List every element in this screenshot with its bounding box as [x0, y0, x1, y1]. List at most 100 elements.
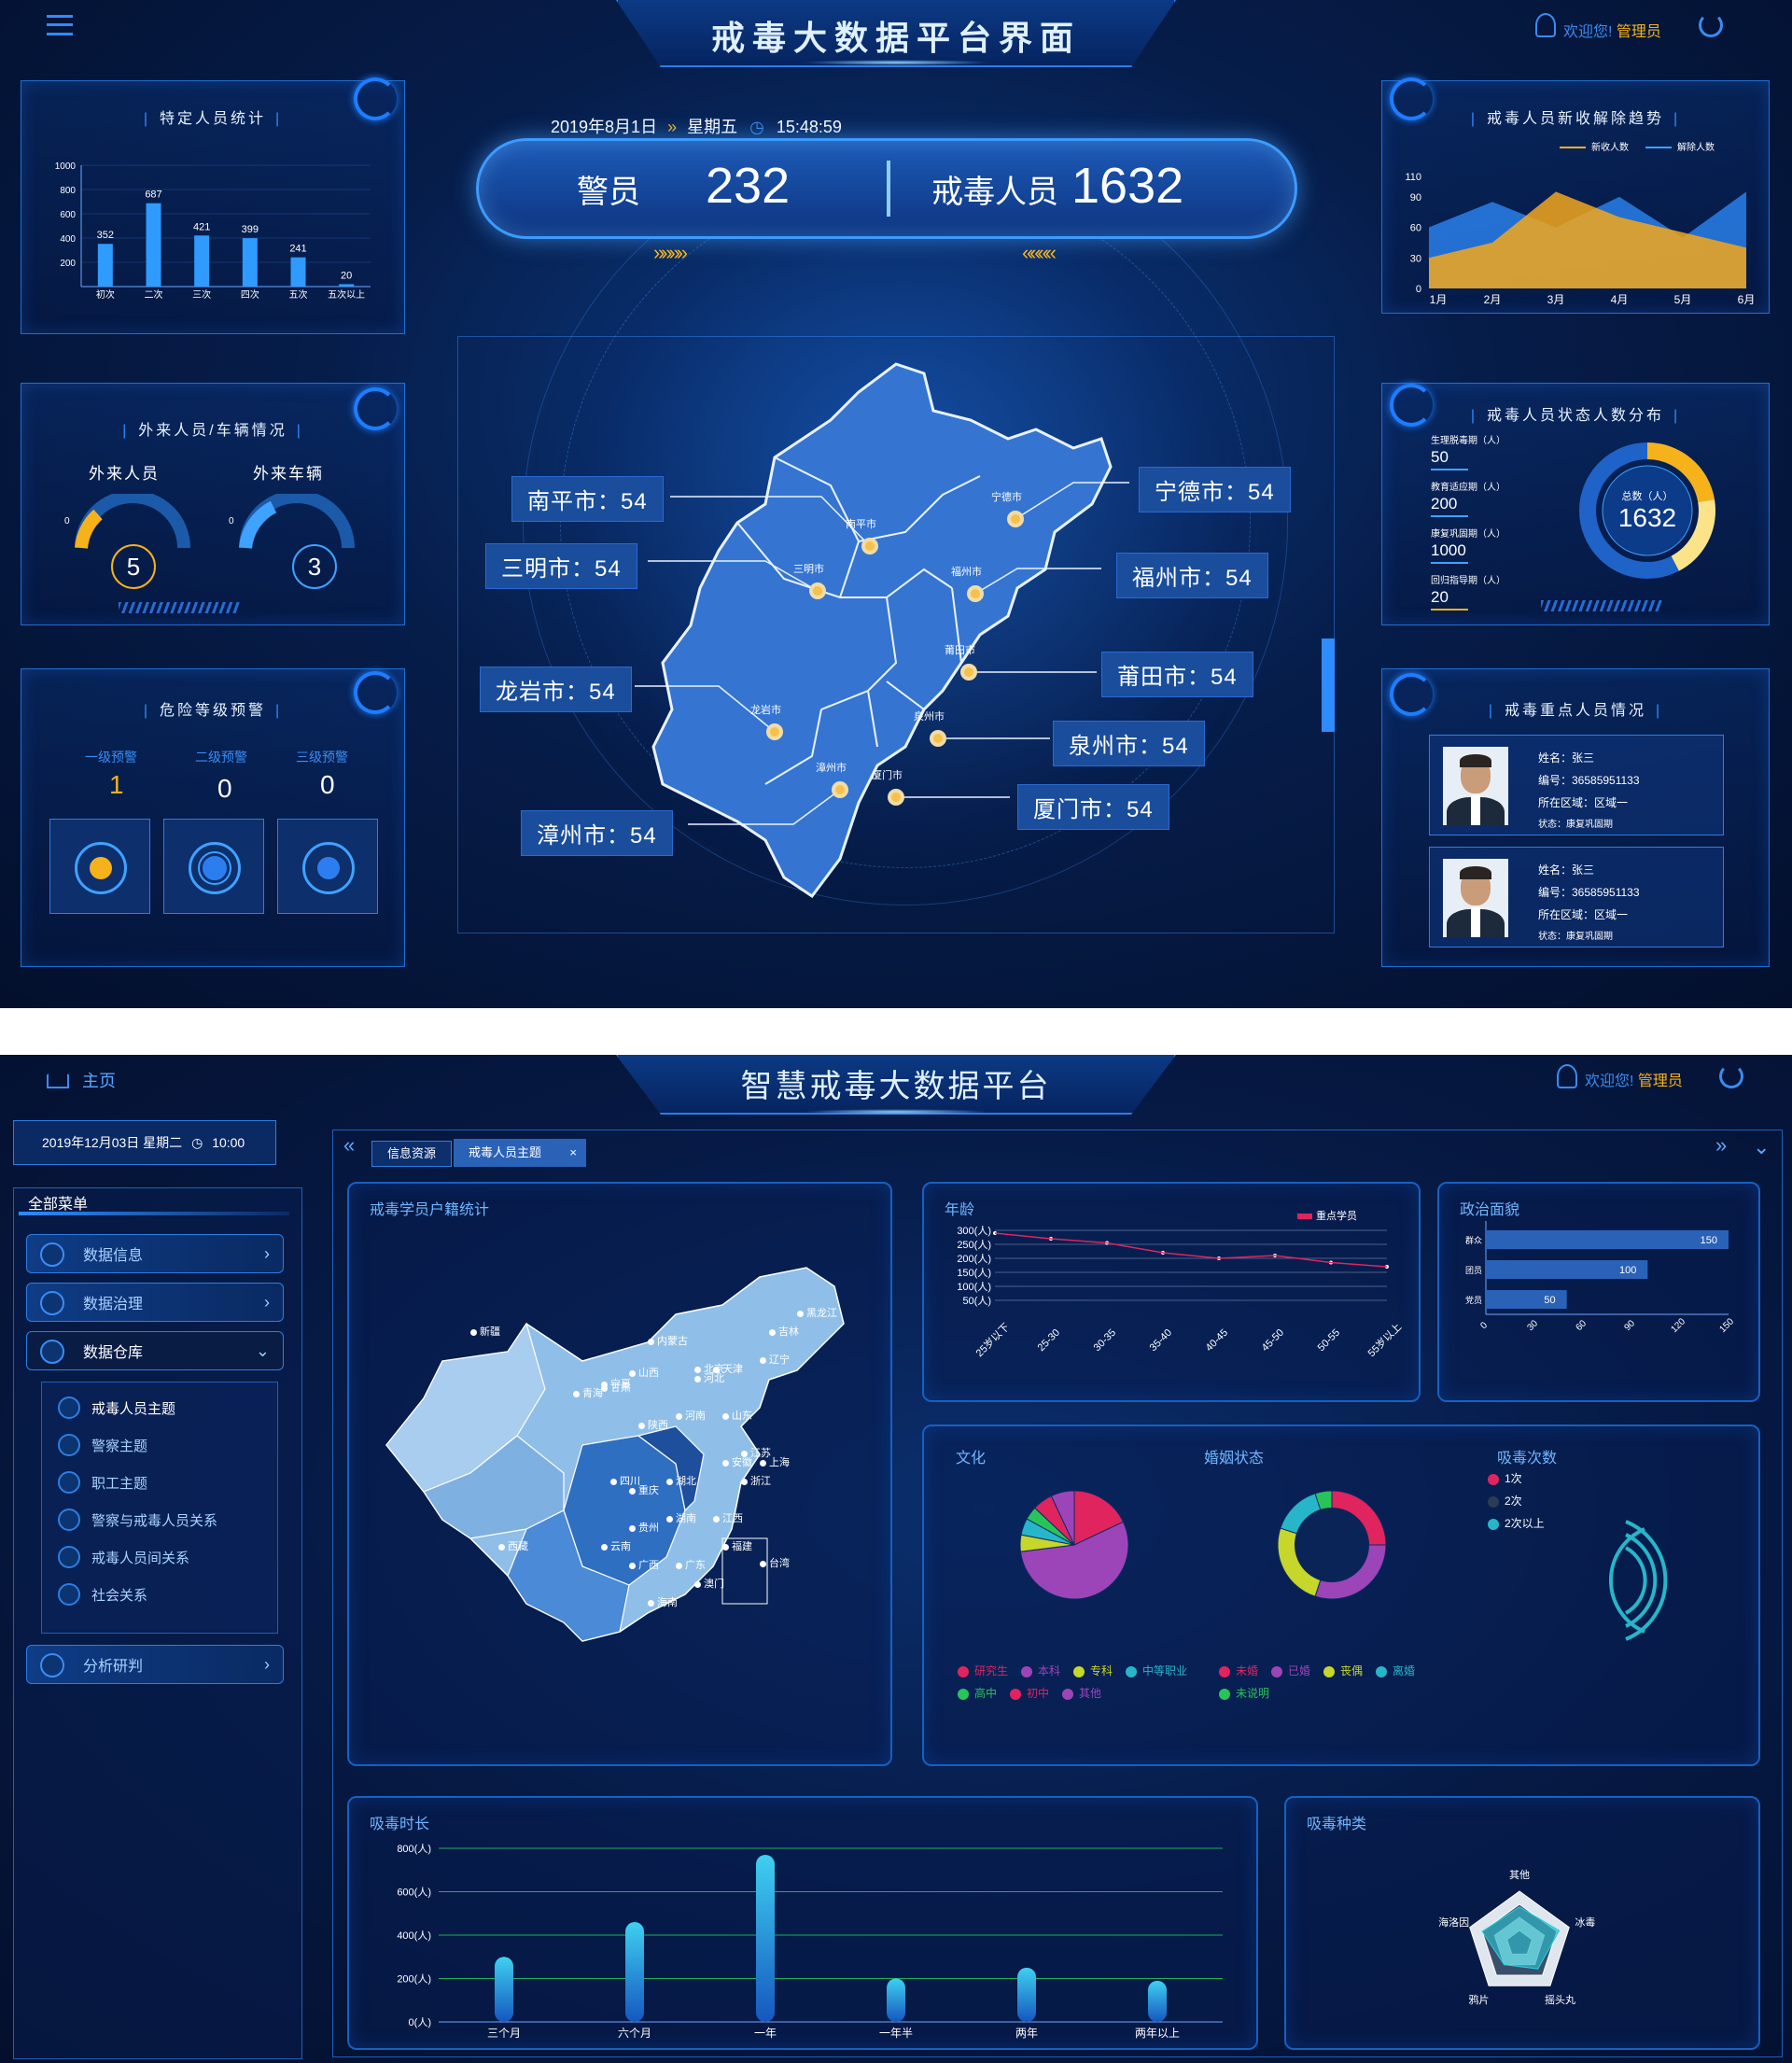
x-tick-label: 120 [1669, 1316, 1687, 1335]
username[interactable]: 管理员 [1616, 24, 1661, 40]
username[interactable]: 管理员 [1637, 1074, 1683, 1089]
user-icon[interactable] [1535, 13, 1556, 37]
province-label[interactable]: 黑龙江 [797, 1305, 837, 1320]
close-icon[interactable]: × [569, 1145, 577, 1159]
city-marker[interactable] [861, 538, 878, 554]
city-marker[interactable] [888, 789, 904, 806]
chevron-down-icon[interactable]: ⌄ [1753, 1135, 1771, 1158]
addict-label: 戒毒人员 [931, 175, 1058, 210]
dashboard-screen-1: 戒毒大数据平台界面 欢迎您! 管理员 2019年8月1日 » 星期五 ◷ 15:… [0, 0, 1792, 1008]
province-label[interactable]: 江苏 [741, 1445, 771, 1460]
province-label[interactable]: 云南 [601, 1538, 631, 1553]
province-label[interactable]: 广西 [629, 1557, 659, 1572]
submenu-item[interactable]: 警察与戒毒人员关系 [54, 1505, 217, 1535]
province-label[interactable]: 新疆 [470, 1324, 500, 1339]
province-label[interactable]: 青海 [573, 1385, 603, 1400]
status-title: 戒毒人员状态人数分布 [1382, 402, 1769, 425]
province-label[interactable]: 宁夏 [601, 1376, 631, 1391]
tab-addict-theme[interactable]: 戒毒人员主题 × [454, 1139, 586, 1167]
city-count-label[interactable]: 宁德市：54 [1139, 467, 1291, 512]
x-tick-label: 三个月 [487, 2027, 521, 2040]
city-marker[interactable] [1007, 511, 1024, 527]
province-label[interactable]: 辽宁 [760, 1352, 790, 1367]
menu-icon[interactable] [47, 15, 73, 35]
power-icon[interactable] [1699, 13, 1723, 37]
status-item: 教育适应期（人） 200 [1431, 479, 1505, 517]
person-card-2[interactable]: 姓名：张三 编号：36585951133 所在区域：区域一 状态：康复巩固期 [1429, 847, 1724, 947]
province-label[interactable]: 河南 [676, 1408, 706, 1423]
tab-next-icon[interactable]: » [1715, 1133, 1728, 1157]
menu-data-info[interactable]: 数据信息 › [26, 1234, 284, 1273]
province-label[interactable]: 台湾 [760, 1555, 790, 1570]
person-card-1[interactable]: 姓名：张三 编号：36585951133 所在区域：区域一 状态：康复巩固期 [1429, 735, 1724, 835]
city-count-label[interactable]: 福州市：54 [1116, 553, 1268, 598]
city-marker[interactable] [809, 582, 826, 599]
foreign-people-zero: 0 [64, 516, 70, 526]
submenu-item[interactable]: 戒毒人员间关系 [54, 1542, 189, 1572]
bar [194, 235, 210, 287]
danger-target-1[interactable] [49, 819, 150, 914]
legend-entry: 已婚 [1271, 1660, 1310, 1682]
province-label[interactable]: 澳门 [694, 1576, 724, 1591]
city-count-label[interactable]: 莆田市：54 [1101, 652, 1253, 697]
submenu-item[interactable]: 警察主题 [54, 1430, 147, 1460]
submenu-label: 警察主题 [91, 1438, 148, 1454]
submenu-label: 警察与戒毒人员关系 [91, 1512, 218, 1529]
province-label[interactable]: 内蒙古 [648, 1333, 688, 1348]
province-label[interactable]: 陕西 [638, 1417, 668, 1432]
province-label[interactable]: 山西 [629, 1365, 659, 1380]
province-label[interactable]: 吉林 [769, 1324, 799, 1339]
submenu-item[interactable]: 职工主题 [54, 1467, 147, 1497]
province-label[interactable]: 湖北 [666, 1473, 696, 1488]
menu-data-governance[interactable]: 数据治理 › [26, 1283, 284, 1322]
province-label[interactable]: 安徽 [722, 1454, 752, 1469]
city-count-label[interactable]: 漳州市：54 [521, 810, 673, 856]
city-marker-label: 龙岩市 [750, 705, 781, 716]
city-count-label[interactable]: 三明市：54 [485, 543, 637, 589]
power-icon[interactable] [1719, 1064, 1743, 1088]
city-count-label[interactable]: 厦门市：54 [1017, 784, 1169, 830]
province-label[interactable]: 重庆 [629, 1482, 659, 1497]
province-label[interactable]: 上海 [760, 1454, 790, 1469]
province-label[interactable]: 河北 [694, 1370, 724, 1385]
city-marker-label: 三明市 [793, 564, 824, 575]
province-label[interactable]: 西藏 [498, 1538, 528, 1553]
province-label[interactable]: 海南 [648, 1594, 678, 1609]
x-tick-label: 1月 [1430, 293, 1448, 305]
city-count-label[interactable]: 泉州市：54 [1053, 721, 1205, 766]
city-count-label[interactable]: 龙岩市：54 [480, 667, 632, 712]
tab-prev-icon[interactable]: « [343, 1133, 356, 1157]
y-tick-label: 400 [60, 234, 76, 245]
danger-target-3[interactable] [277, 819, 378, 914]
province-label[interactable]: 浙江 [741, 1473, 771, 1488]
home-icon[interactable] [47, 1066, 69, 1088]
province-label[interactable]: 湖南 [666, 1510, 696, 1525]
province-label[interactable]: 天津 [713, 1361, 743, 1376]
danger-target-2[interactable] [163, 819, 264, 914]
submenu-item[interactable]: 社会关系 [54, 1579, 147, 1609]
province-label[interactable]: 四川 [610, 1473, 640, 1488]
foreign-vehicle-label: 外来车辆 [253, 465, 324, 483]
province-label[interactable]: 甘肃 [601, 1380, 631, 1395]
y-tick-label: 250(人) [957, 1239, 991, 1251]
menu-data-warehouse[interactable]: 数据仓库 ⌄ [26, 1331, 284, 1370]
user-icon[interactable] [1557, 1064, 1577, 1088]
menu-analysis[interactable]: 分析研判 › [26, 1645, 284, 1684]
province-label[interactable]: 山东 [722, 1408, 752, 1423]
submenu-item[interactable]: 戒毒人员主题 [54, 1393, 175, 1423]
province-label[interactable]: 福建 [722, 1538, 752, 1553]
province-label[interactable]: 广东 [676, 1557, 706, 1572]
x-tick-label: 6月 [1738, 293, 1756, 305]
city-marker[interactable] [930, 730, 946, 747]
city-count-label[interactable]: 南平市：54 [511, 476, 664, 522]
city-marker[interactable] [832, 781, 848, 798]
city-marker[interactable] [766, 723, 783, 740]
city-marker[interactable] [960, 664, 977, 681]
city-marker[interactable] [967, 585, 984, 602]
home-link[interactable]: 主页 [82, 1072, 116, 1090]
province-label[interactable]: 贵州 [629, 1520, 659, 1535]
tab-info-resource[interactable]: 信息资源 [371, 1141, 452, 1167]
bar [625, 1922, 644, 2022]
province-label[interactable]: 江西 [713, 1510, 743, 1525]
